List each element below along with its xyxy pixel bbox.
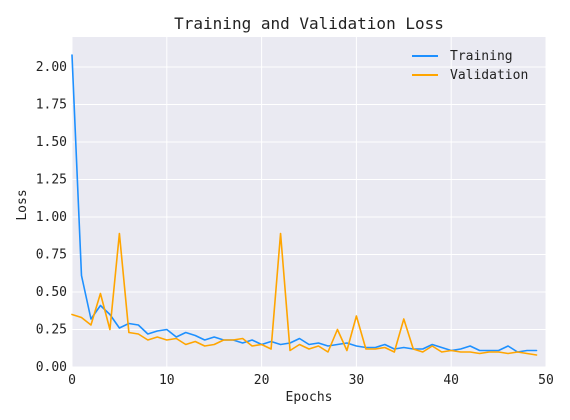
legend-training-label: Training bbox=[450, 49, 513, 64]
chart-title: Training and Validation Loss bbox=[174, 14, 444, 33]
y-tick-labels: 0.00 0.25 0.50 0.75 1.00 1.25 1.50 1.75 2.00 bbox=[36, 60, 67, 375]
y-tick-label: 0.75 bbox=[36, 248, 67, 263]
grid-lines bbox=[71, 37, 547, 368]
y-axis-label: Loss bbox=[15, 189, 30, 220]
y-tick-label: 1.25 bbox=[36, 173, 67, 188]
x-tick-label: 10 bbox=[159, 373, 175, 388]
y-tick-label: 2.00 bbox=[36, 60, 67, 75]
y-tick-label: 1.50 bbox=[36, 135, 67, 150]
legend: Training Validation bbox=[412, 49, 528, 83]
y-tick-label: 0.00 bbox=[36, 360, 67, 375]
legend-validation-label: Validation bbox=[450, 68, 528, 83]
y-tick-label: 1.75 bbox=[36, 98, 67, 113]
series-lines bbox=[71, 54, 538, 356]
y-tick-label: 0.50 bbox=[36, 285, 67, 300]
training-loss-line bbox=[71, 54, 538, 353]
x-tick-label: 0 bbox=[68, 373, 76, 388]
x-tick-label: 30 bbox=[349, 373, 365, 388]
y-tick-label: 1.00 bbox=[36, 210, 67, 225]
validation-loss-line bbox=[71, 232, 538, 356]
x-axis-label: Epochs bbox=[286, 390, 333, 405]
x-tick-label: 40 bbox=[443, 373, 459, 388]
x-tick-label: 20 bbox=[254, 373, 270, 388]
x-tick-label: 50 bbox=[538, 373, 554, 388]
y-tick-label: 0.25 bbox=[36, 323, 67, 338]
plot-area bbox=[72, 37, 546, 367]
x-tick-labels: 0 10 20 30 40 50 bbox=[68, 373, 554, 388]
